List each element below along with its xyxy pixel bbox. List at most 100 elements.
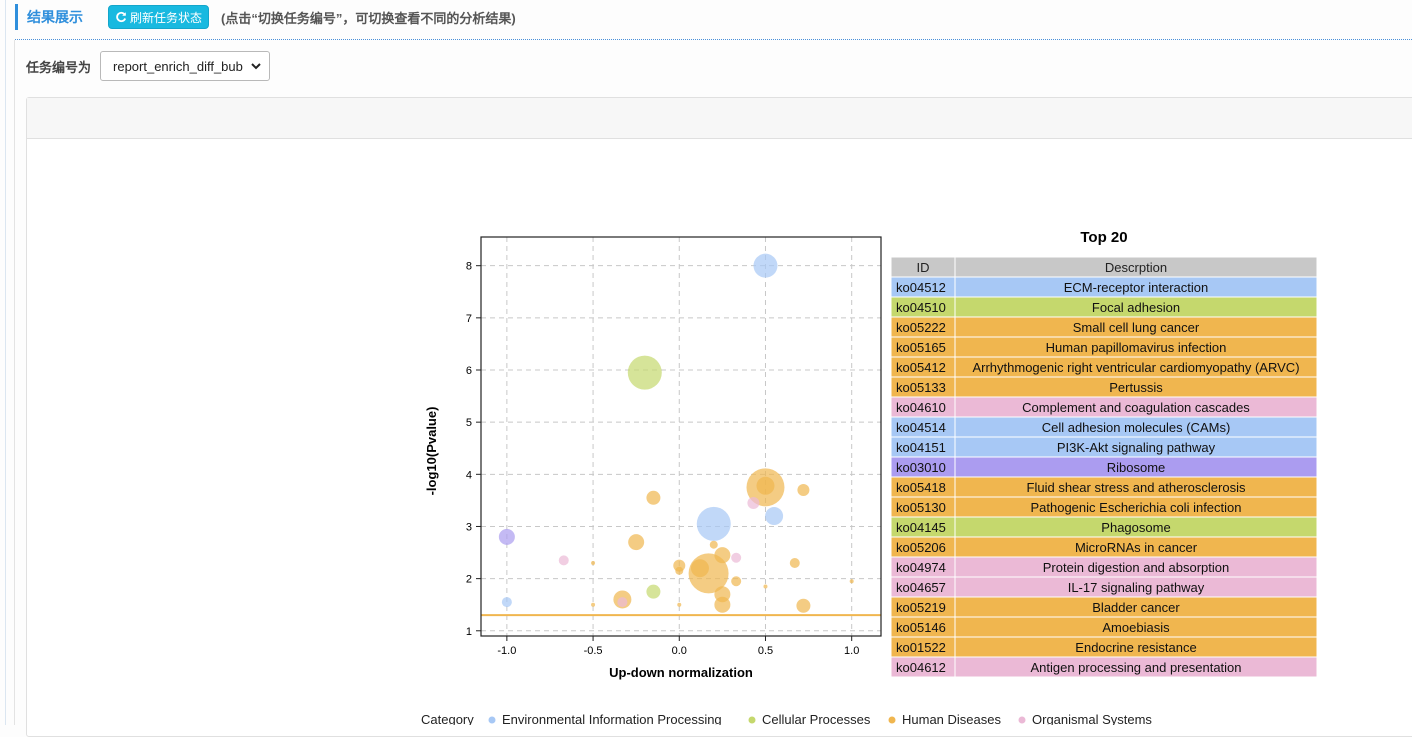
task-id-selected-value: report_enrich_diff_bub [113,58,243,74]
legend-item-label: Organismal Systems [1032,712,1152,725]
bubble-point [675,566,684,575]
legend-marker [748,716,756,724]
table-row-desc-cell [954,656,1318,678]
task-id-label: 任务编号为 [26,59,92,75]
table-row-description: Complement and coagulation cascades [1022,400,1250,415]
bubble-point [591,560,596,565]
y-tick-label: 7 [466,313,472,325]
legend-item-label: Cellular Processes [762,712,871,725]
result-panel-header [27,98,1412,139]
table-row-id: ko04512 [896,280,946,295]
table-row-description: IL-17 signaling pathway [1068,580,1205,595]
bubble-point [849,579,854,584]
y-tick-label: 5 [466,417,472,429]
bubble-point [796,598,811,613]
plot-frame [480,236,882,637]
table-row-id: ko05130 [896,500,946,515]
bubble-point [753,253,778,278]
y-tick-label: 4 [466,469,472,481]
refresh-icon [116,11,127,23]
content-left-border [14,40,15,725]
bubble-point [765,507,784,526]
bubble-point [677,602,682,607]
section-divider [15,39,1412,40]
header-accent-bar [15,4,18,30]
table-row-id: ko05222 [896,320,946,335]
bubble-point [709,540,718,549]
plot-background [481,237,881,636]
table-row-description: Phagosome [1101,520,1170,535]
table-row-description: ECM-receptor interaction [1064,280,1209,295]
refresh-button-label: 刷新任务状态 [130,10,203,25]
table-row-id: ko05412 [896,360,946,375]
y-tick-label: 6 [466,365,472,377]
bubble-point [747,497,760,509]
task-selector-row: 任务编号为 report_enrich_diff_bub [26,51,271,81]
table-row-id: ko05206 [896,540,946,555]
table-row-description: Amoebiasis [1102,620,1170,635]
table-row-description: Endocrine resistance [1075,640,1196,655]
table-row-description: PI3K-Akt signaling pathway [1057,440,1216,455]
y-tick-label: 3 [466,521,472,533]
table-row-id: ko05165 [896,340,946,355]
y-axis-label: -log10(Pvalue) [424,407,439,496]
task-id-select[interactable]: report_enrich_diff_bub [100,51,271,81]
switch-task-hint: (点击“切换任务编号”，可切换查看不同的分析结果) [221,10,516,26]
table-row-id: ko04514 [896,420,946,435]
table-header-id: ID [917,260,930,275]
legend-title: Category [421,712,474,725]
table-row-id: ko01522 [896,640,946,655]
table-row-description: Human papillomavirus infection [1046,340,1227,355]
table-row-description: MicroRNAs in cancer [1075,540,1198,555]
table-row-id: ko04610 [896,400,946,415]
y-tick-label: 8 [466,261,472,273]
table-row-id: ko05146 [896,620,946,635]
table-row-description: Cell adhesion molecules (CAMs) [1042,420,1231,435]
bubble-point [591,602,596,607]
bubble-point [731,552,742,563]
table-row-description: Ribosome [1107,460,1166,475]
table-row-description: Focal adhesion [1092,300,1180,315]
table-row-description: Bladder cancer [1092,600,1180,615]
bubble-point [696,506,731,541]
x-tick-label: -1.0 [497,645,516,657]
table-row-id: ko05418 [896,480,946,495]
bubble-point [731,576,742,587]
bubble-point [628,534,645,551]
table-row-id: ko05133 [896,380,946,395]
bubble-point [789,557,800,568]
refresh-task-status-button[interactable]: 刷新任务状态 [108,5,210,29]
table-header-description: Descrption [1105,260,1167,275]
table-row-id: ko03010 [896,460,946,475]
bubble-point [627,355,662,390]
bubble-point [688,553,729,594]
legend-item-label: Human Diseases [902,712,1001,725]
table-row-id: ko04657 [896,580,946,595]
x-tick-label: 0.0 [672,645,687,657]
page-left-rule [5,0,6,725]
table-row-id: ko04612 [896,660,946,675]
bubble-point [501,597,512,608]
x-tick-label: 1.0 [844,645,859,657]
table-row-description: Small cell lung cancer [1073,320,1200,335]
table-row-description: Arrhythmogenic right ventricular cardiom… [972,360,1299,375]
table-row-id: ko04151 [896,440,946,455]
bubble-point [797,483,810,496]
bubble-point [714,596,731,613]
table-row-description: Fluid shear stress and atherosclerosis [1027,480,1246,495]
legend-marker [888,716,896,724]
table-row-id: ko04510 [896,300,946,315]
table-row-id: ko04974 [896,560,946,575]
bubble-point [558,555,569,566]
table-row-description: Pathogenic Escherichia coli infection [1030,500,1241,515]
section-title: 结果展示 [27,9,83,25]
bubble-point [646,584,661,599]
x-axis-label: Up-down normalization [609,665,753,680]
y-tick-label: 1 [466,626,472,638]
bubble-point [617,597,628,608]
table-row-description: Protein digestion and absorption [1043,560,1229,575]
bubble-point [756,476,775,495]
top20-table-title: Top 20 [1080,229,1127,246]
table-row-description: Antigen processing and presentation [1030,660,1241,675]
